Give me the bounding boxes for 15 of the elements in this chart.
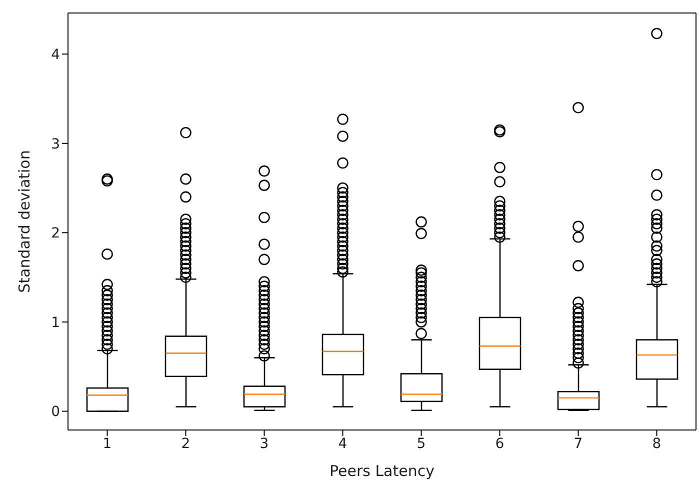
- x-tick-label: 5: [416, 436, 426, 452]
- y-tick-label: 1: [51, 314, 60, 331]
- x-tick-label: 3: [260, 436, 269, 452]
- x-tick-label: 7: [574, 436, 583, 452]
- x-tick-label: 4: [338, 436, 348, 452]
- y-axis-title: Standard deviation: [15, 150, 34, 293]
- y-tick-label: 0: [51, 404, 60, 420]
- y-tick-label: 2: [51, 226, 60, 242]
- x-tick-label: 8: [652, 436, 662, 452]
- x-tick-label: 6: [495, 436, 504, 452]
- y-tick-label: 3: [51, 136, 60, 152]
- x-tick-label: 1: [102, 436, 112, 452]
- y-tick-label: 4: [51, 47, 60, 64]
- x-axis-title: Peers Latency: [329, 462, 435, 480]
- x-tick-label: 2: [181, 436, 190, 452]
